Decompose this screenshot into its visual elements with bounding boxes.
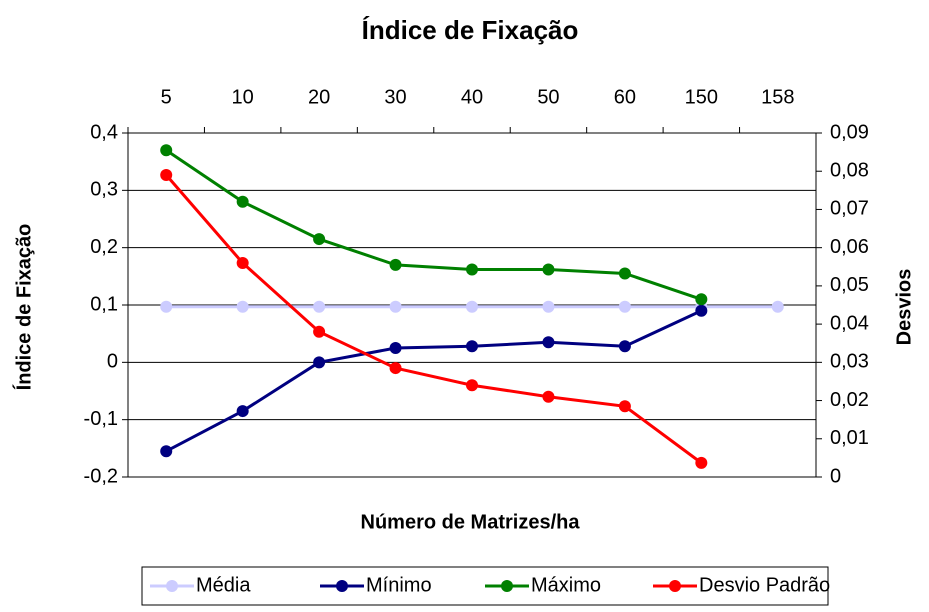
data-point — [542, 263, 555, 276]
y-tick-label: -0,1 — [84, 408, 118, 430]
data-point — [389, 300, 402, 313]
data-point — [313, 300, 326, 313]
x-tick-label: 60 — [614, 86, 636, 108]
data-point — [542, 336, 555, 349]
data-point — [236, 300, 249, 313]
data-point — [160, 169, 173, 182]
series-line — [165, 309, 702, 453]
legend-label: Desvio Padrão — [699, 574, 830, 596]
y-tick-label: 0,3 — [90, 179, 118, 201]
y2-tick-label: 0,02 — [830, 389, 869, 411]
data-point — [236, 256, 249, 269]
y2-tick-label: 0,03 — [830, 351, 869, 373]
data-point — [236, 195, 249, 208]
series-line — [165, 174, 703, 465]
chart-title: Índice de Fixação — [362, 15, 579, 45]
legend-label: Máximo — [531, 574, 601, 596]
data-point — [695, 456, 708, 469]
data-point — [313, 325, 326, 338]
data-point — [771, 300, 784, 313]
x-tick-label: 40 — [461, 86, 483, 108]
legend-label: Média — [196, 574, 251, 596]
legend-marker — [166, 580, 178, 592]
y2-tick-label: 0,04 — [830, 312, 869, 334]
series-line — [165, 148, 702, 301]
y2-axis-title: Desvios — [893, 269, 915, 346]
data-point — [618, 400, 631, 413]
y-tick-label: 0,2 — [90, 236, 118, 258]
data-point — [389, 258, 402, 271]
data-point — [389, 342, 402, 354]
data-point — [542, 390, 555, 403]
y2-tick-label: 0,09 — [830, 121, 869, 143]
y2-tick-label: 0,06 — [830, 236, 869, 258]
data-point — [466, 340, 478, 353]
y2-tick-label: 0,08 — [830, 160, 869, 182]
y-tick-label: 0 — [107, 351, 118, 373]
y-tick-label: 0,4 — [90, 121, 118, 143]
x-tick-label: 150 — [685, 86, 718, 108]
legend-marker — [669, 580, 681, 592]
x-tick-label: 10 — [232, 86, 254, 108]
y2-tick-label: 0,05 — [830, 274, 869, 296]
data-point — [313, 233, 326, 246]
data-point — [695, 304, 708, 317]
y2-tick-label: 0 — [830, 465, 841, 487]
data-point — [618, 300, 631, 313]
y-tick-label: -0,2 — [84, 465, 118, 487]
x-tick-label: 30 — [384, 86, 406, 108]
data-point — [389, 362, 402, 375]
legend-marker — [501, 580, 513, 592]
data-point — [542, 300, 555, 313]
x-tick-label: 5 — [161, 86, 172, 108]
data-point — [466, 263, 478, 276]
data-point — [236, 405, 249, 418]
x-tick-label: 50 — [537, 86, 559, 108]
legend-label: Mínimo — [366, 574, 432, 596]
y2-tick-label: 0,01 — [830, 427, 869, 449]
data-point — [618, 340, 631, 353]
data-point — [466, 300, 478, 313]
data-point — [466, 379, 478, 392]
x-tick-label: 20 — [308, 86, 330, 108]
data-point — [695, 293, 708, 306]
y2-tick-label: 0,07 — [830, 198, 869, 220]
legend-marker — [336, 580, 348, 592]
data-point — [313, 356, 326, 369]
y-axis-title: Índice de Fixação — [12, 224, 35, 391]
data-point — [160, 300, 173, 313]
x-axis-title: Número de Matrizes/ha — [361, 511, 581, 533]
data-point — [618, 267, 631, 280]
data-point — [160, 445, 173, 458]
data-point — [160, 144, 173, 157]
x-tick-label: 158 — [761, 86, 794, 108]
y-tick-label: 0,1 — [90, 293, 118, 315]
